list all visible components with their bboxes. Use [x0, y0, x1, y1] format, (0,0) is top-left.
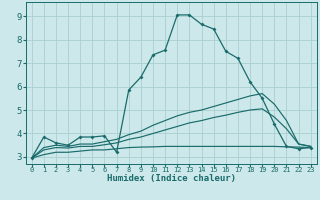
X-axis label: Humidex (Indice chaleur): Humidex (Indice chaleur)	[107, 174, 236, 183]
